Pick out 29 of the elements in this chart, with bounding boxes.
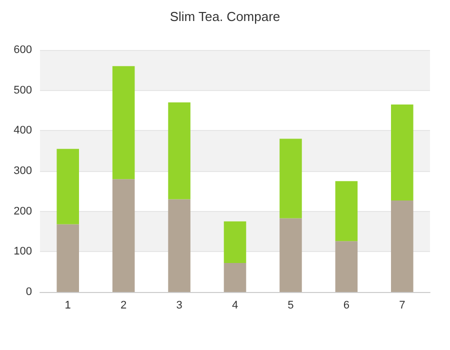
bar (168, 199, 190, 292)
bar (224, 221, 246, 263)
x-tick-label: 1 (64, 300, 71, 312)
y-tick-label: 600 (14, 44, 32, 56)
bar (168, 102, 190, 200)
y-tick-label: 200 (14, 205, 32, 218)
x-tick-label: 2 (120, 300, 127, 312)
bar (335, 181, 358, 242)
y-tick-label: 300 (14, 165, 32, 177)
y-tick-label: 0 (26, 286, 32, 298)
chart-title: Slim Tea. Compare (170, 9, 280, 24)
y-tick-label: 100 (14, 246, 32, 258)
bar (280, 138, 302, 218)
bar (56, 148, 79, 224)
y-tick-label: 500 (14, 84, 32, 96)
x-tick-label: 7 (399, 300, 406, 312)
bar (112, 179, 135, 292)
bar (280, 218, 302, 292)
x-tick-label: 4 (232, 300, 238, 312)
bar (56, 224, 79, 292)
y-tick-label: 400 (14, 124, 32, 137)
x-tick-label: 5 (288, 300, 294, 312)
x-tick-label: 6 (343, 300, 350, 312)
bar (335, 241, 358, 292)
bar (391, 200, 414, 292)
bar (391, 104, 414, 200)
x-tick-label: 3 (176, 300, 182, 312)
bar (224, 262, 246, 292)
bar (112, 66, 135, 180)
